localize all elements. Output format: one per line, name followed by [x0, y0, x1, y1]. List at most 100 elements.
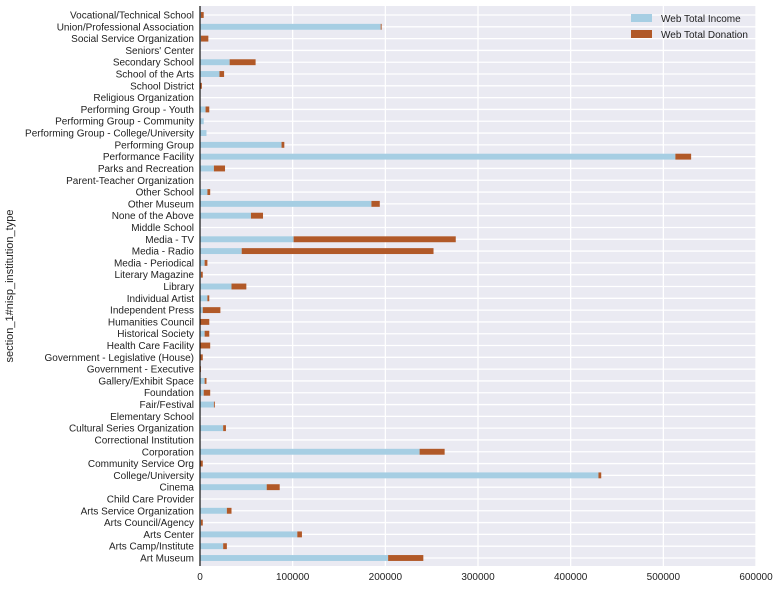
y-tick-label: Performing Group: [115, 140, 195, 151]
x-tick-label: 300000: [461, 572, 495, 583]
bar-donation: [223, 425, 226, 432]
y-tick-label: Arts Service Organization: [81, 506, 194, 517]
bar-income: [200, 189, 208, 196]
bar-donation: [204, 377, 207, 384]
bar-income: [200, 71, 220, 77]
bar-donation: [200, 342, 211, 349]
y-tick-label: Health Care Facility: [107, 341, 194, 352]
y-tick-label: Correctional Institution: [95, 435, 195, 446]
bar-donation: [293, 236, 456, 243]
legend-swatch-income: [631, 14, 652, 22]
bar-income: [200, 236, 294, 243]
y-tick-label: Performing Group - Community: [55, 117, 194, 128]
bar-income: [200, 248, 242, 255]
x-tick-labels: 0 100000 200000 300000 400000 500000 600000: [197, 572, 773, 583]
bar-income: [200, 377, 205, 384]
y-tick-label: Government - Executive: [87, 365, 195, 376]
x-tick-label: 600000: [739, 572, 773, 583]
bar-income: [200, 212, 251, 219]
bar-donation: [213, 165, 226, 172]
x-tick-label: 200000: [369, 572, 403, 583]
bar-donation: [200, 460, 203, 467]
bar-donation: [250, 212, 264, 219]
bar-income: [200, 425, 224, 432]
y-tick-label: Individual Artist: [127, 294, 194, 305]
bar-income: [200, 153, 676, 160]
bar-income: [200, 472, 599, 479]
y-tick-label: Arts Council/Agency: [104, 518, 194, 529]
y-tick-label: Religious Organization: [93, 93, 194, 104]
y-tick-label: Gallery/Exhibit Space: [98, 376, 194, 387]
bar-donation: [200, 82, 202, 89]
bar-donation: [202, 307, 221, 314]
y-tick-label: Independent Press: [110, 306, 194, 317]
bar-donation: [207, 189, 211, 196]
y-tick-label: Middle School: [131, 223, 194, 234]
y-tick-label: Social Service Organization: [71, 34, 194, 45]
bar-donation: [200, 12, 204, 18]
bar-income: [200, 295, 208, 302]
bar-donation: [200, 354, 203, 361]
bar-donation: [419, 448, 445, 455]
bar-donation: [675, 153, 692, 160]
y-tick-label: School of the Arts: [116, 70, 194, 81]
bar-donation: [598, 472, 602, 479]
y-tick-label: None of the Above: [112, 211, 195, 222]
bar-donation: [297, 531, 302, 538]
bar-income: [200, 23, 381, 30]
bar-income: [200, 165, 214, 172]
bar-income: [200, 118, 204, 125]
y-tick-label: Performing Group - Youth: [81, 105, 194, 116]
y-tick-label: Arts Camp/Institute: [109, 542, 194, 553]
y-tick-label: Other Museum: [128, 199, 194, 210]
bar-donation: [388, 555, 424, 561]
x-tick-label: 100000: [276, 572, 310, 583]
y-tick-label: Media - Radio: [132, 247, 195, 258]
y-tick-label: Corporation: [142, 447, 194, 458]
y-tick-label: Government - Legislative (House): [44, 353, 194, 364]
y-tick-label: Union/Professional Association: [57, 22, 194, 33]
bar-donation: [213, 401, 215, 408]
y-tick-label: Parent-Teacher Organization: [66, 176, 194, 187]
bar-donation: [371, 200, 380, 207]
y-tick-label: Secondary School: [113, 58, 194, 69]
y-tick-label: School District: [130, 81, 194, 92]
bar-income: [200, 259, 205, 266]
bar-income: [200, 401, 214, 408]
y-tick-label: Seniors' Center: [125, 46, 194, 57]
bar-donation: [229, 59, 256, 66]
y-tick-label: Performing Group - College/University: [25, 129, 194, 140]
bar-income: [200, 484, 267, 491]
y-tick-label: Fair/Festival: [140, 400, 194, 411]
bar-income: [200, 59, 230, 66]
y-tick-label: Literary Magazine: [115, 270, 195, 281]
y-tick-label: Performance Facility: [103, 152, 194, 163]
bar-donation: [380, 23, 382, 30]
y-tick-label: Humanities Council: [108, 317, 194, 328]
bar-donation: [204, 330, 210, 337]
bar-income: [200, 507, 227, 514]
bar-income: [200, 106, 206, 113]
y-tick-label: Parks and Recreation: [98, 164, 194, 175]
y-tick-label: Cultural Series Organization: [69, 424, 194, 435]
bar-donation: [241, 248, 434, 255]
bar-income: [200, 330, 205, 337]
y-tick-label: Other School: [136, 188, 194, 199]
legend-swatch-donation: [631, 30, 652, 38]
bar-income: [200, 555, 389, 561]
bar-income: [200, 543, 224, 550]
legend: Web Total Income Web Total Donation: [631, 14, 748, 41]
bar-income: [200, 130, 207, 136]
y-tick-label: Media - Periodical: [114, 258, 194, 269]
y-tick-label: Elementary School: [110, 412, 194, 423]
bar-income: [200, 389, 204, 396]
y-tick-label: Vocational/Technical School: [70, 11, 194, 22]
bar-donation: [266, 484, 280, 491]
y-tick-label: Child Care Provider: [107, 494, 195, 505]
bar-donation: [219, 71, 225, 77]
y-tick-label: Arts Center: [143, 530, 194, 541]
bar-donation: [205, 106, 210, 113]
